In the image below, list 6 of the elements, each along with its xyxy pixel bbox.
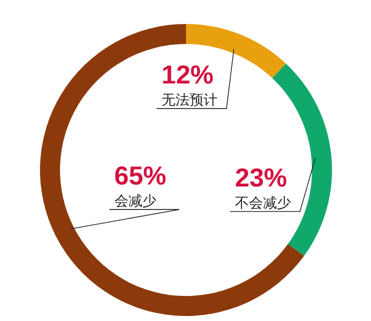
slice-label: 会减少: [114, 192, 156, 208]
slice-label: 无法预计: [162, 92, 218, 108]
slice-label: 不会减少: [234, 194, 291, 210]
data-label: 23%: [234, 162, 288, 192]
data-label: 12%: [162, 60, 214, 90]
data-label: 65%: [114, 160, 166, 190]
